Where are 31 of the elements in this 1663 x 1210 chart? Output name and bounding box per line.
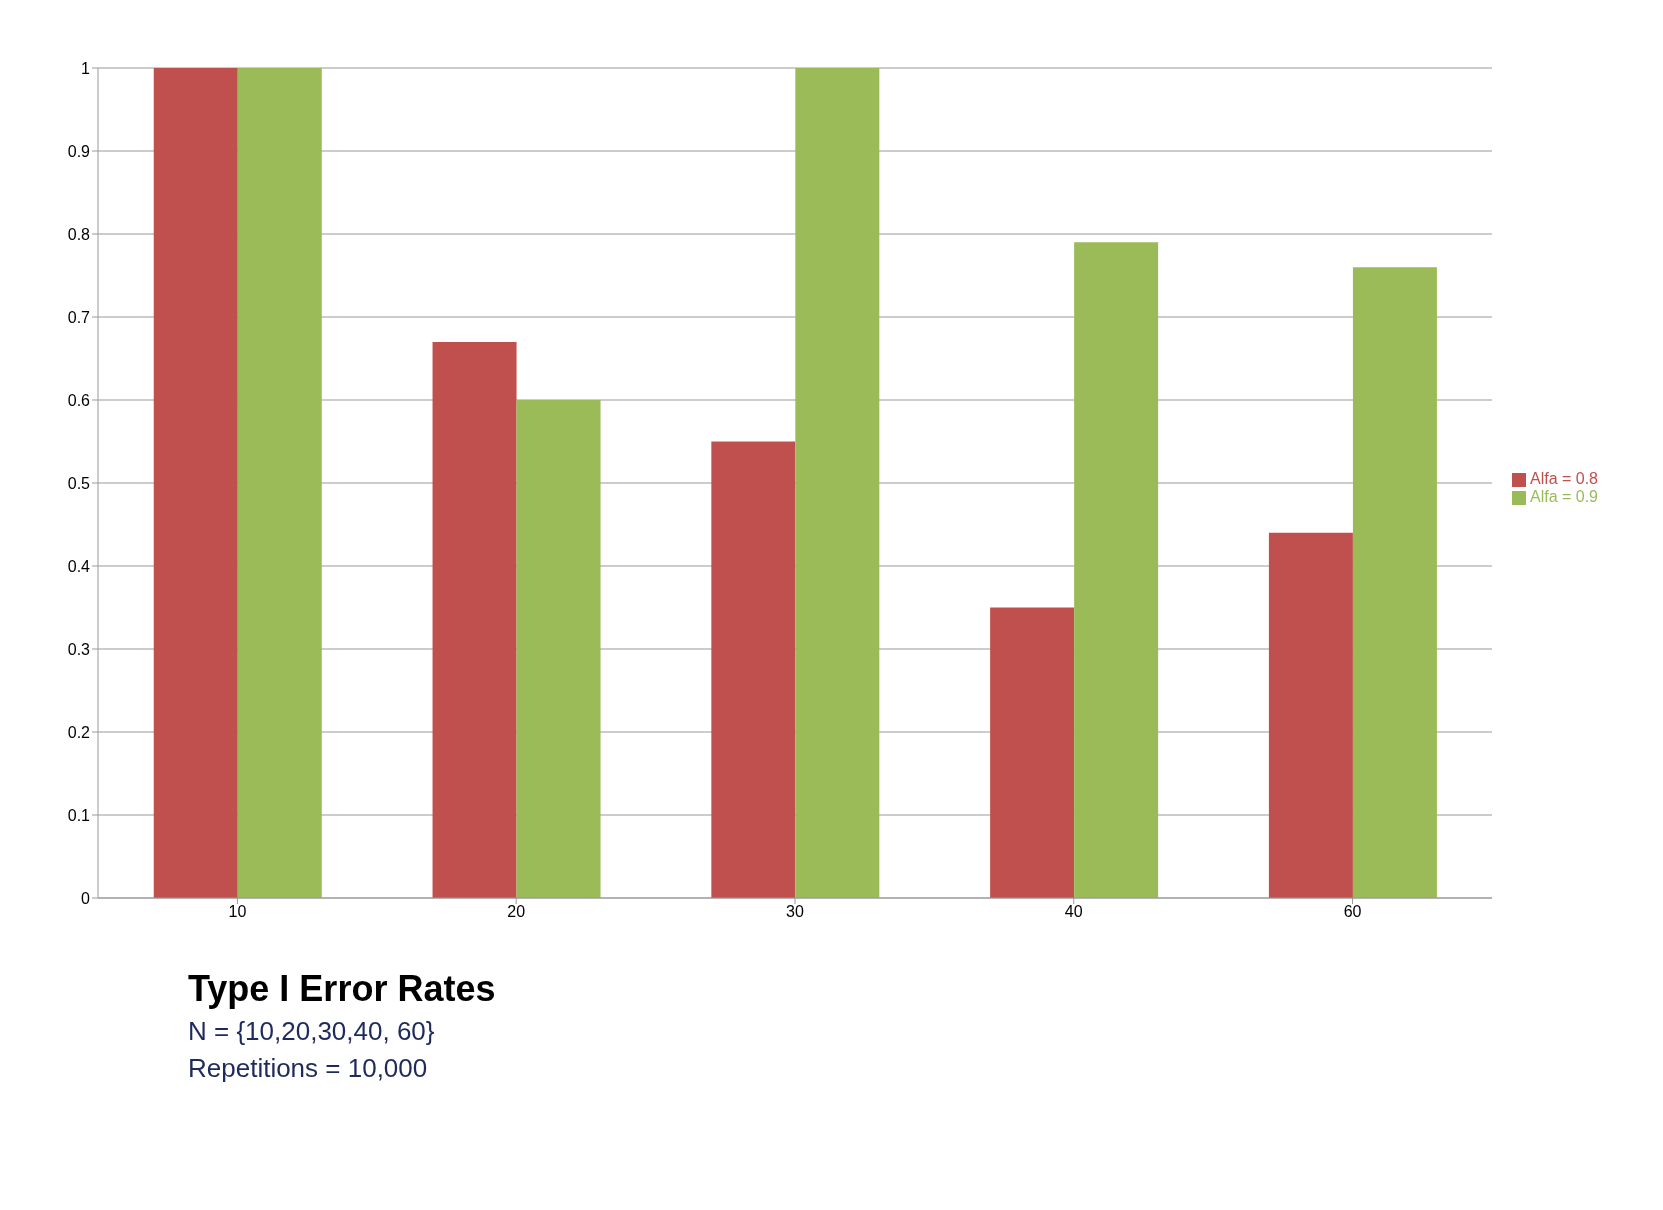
bar bbox=[432, 341, 517, 898]
y-tick-label: 1 bbox=[81, 59, 91, 77]
bar bbox=[1268, 532, 1353, 898]
bar bbox=[990, 607, 1075, 898]
bar bbox=[711, 441, 796, 898]
text: Repetitions = 10,000 bbox=[188, 1053, 429, 1084]
y-tick-label: 0.8 bbox=[67, 225, 91, 243]
y-tick-label: 0.5 bbox=[67, 474, 91, 492]
bar bbox=[237, 68, 322, 898]
x-tick-label: 10 bbox=[228, 903, 247, 921]
text: Type I Error Rates bbox=[188, 968, 497, 1010]
y-tick-label: 0.1 bbox=[67, 806, 91, 824]
legend-label: Alfa = 0.9 bbox=[1529, 488, 1598, 505]
y-tick-label: 0.7 bbox=[67, 308, 91, 326]
bar bbox=[1352, 267, 1437, 898]
y-tick-label: 0.3 bbox=[67, 640, 91, 658]
bar bbox=[516, 400, 601, 898]
y-tick-label: 0.6 bbox=[67, 391, 91, 409]
x-tick-label: 40 bbox=[1064, 903, 1083, 921]
y-tick-label: 0.2 bbox=[67, 723, 91, 741]
x-tick-label: 20 bbox=[507, 903, 526, 921]
x-tick-label: 60 bbox=[1343, 903, 1362, 921]
y-tick-label: 0 bbox=[81, 889, 91, 907]
text: N = {10,20,30,40, 60} bbox=[188, 1016, 436, 1047]
x-tick-label: 30 bbox=[786, 903, 804, 921]
bar bbox=[153, 68, 238, 898]
bar bbox=[1074, 242, 1159, 898]
y-tick-label: 0.4 bbox=[67, 557, 91, 575]
legend-label: Alfa = 0.8 bbox=[1529, 470, 1598, 487]
bar bbox=[795, 68, 880, 898]
y-tick-label: 0.9 bbox=[67, 142, 91, 160]
